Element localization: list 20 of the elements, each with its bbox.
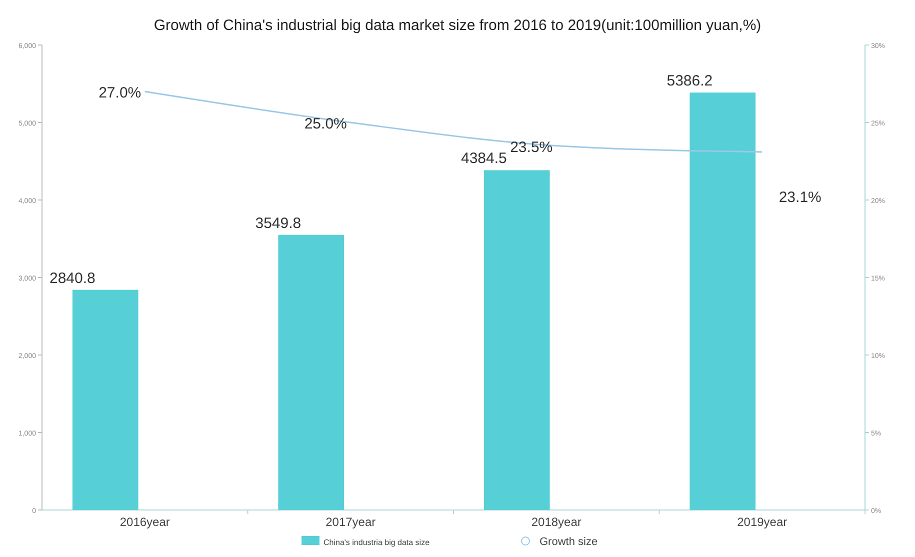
bar xyxy=(484,170,550,510)
data-label: 3549.8 xyxy=(255,214,302,232)
data-label: 5386.2 xyxy=(666,72,713,90)
bar xyxy=(72,290,138,510)
x-tick-label: 2017year xyxy=(326,515,376,529)
legend-label: Growth size xyxy=(540,536,598,548)
x-tick-label: 2019year xyxy=(737,515,788,529)
data-label: 4384.5 xyxy=(461,150,507,168)
data-label: 2840.8 xyxy=(50,270,96,287)
data-label: 23.5% xyxy=(510,138,553,156)
bar xyxy=(690,92,756,510)
x-tick-label: 2018year xyxy=(531,515,582,529)
legend-label: China's industria big data size xyxy=(324,538,430,547)
x-tick-label: 2016year xyxy=(120,515,170,529)
data-label: 23.1% xyxy=(778,188,822,206)
data-label: 25.0% xyxy=(304,116,347,132)
line-series xyxy=(144,90,763,153)
bar xyxy=(278,234,344,510)
chart-title: Growth of China's industrial big data market size from 2016 to 2019(unit:100million yuan,%) xyxy=(154,17,762,34)
data-label: 27.0% xyxy=(98,84,142,102)
